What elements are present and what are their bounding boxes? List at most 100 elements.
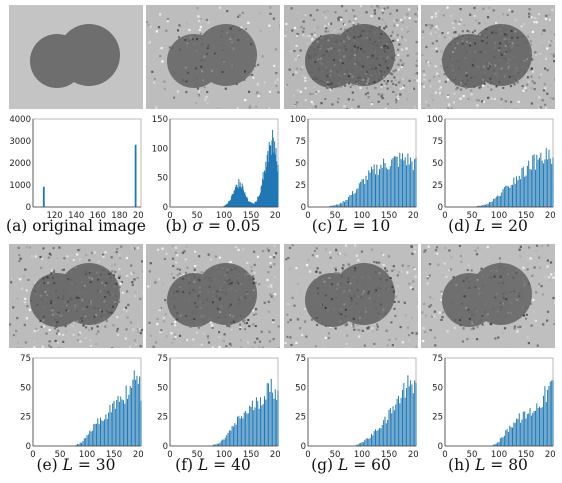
- histogram-bar: [528, 160, 530, 207]
- x-tick-label: 200: [133, 211, 143, 221]
- y-tick-label: 25: [157, 413, 168, 423]
- histogram-bar: [224, 437, 226, 446]
- histogram-bar: [114, 408, 116, 446]
- histogram-bar: [370, 433, 372, 446]
- histogram-bar: [129, 385, 131, 446]
- x-tick-label: 150: [106, 450, 122, 460]
- caption-d: (d) L = 20: [415, 217, 561, 235]
- histogram-bar: [267, 151, 269, 207]
- histogram-bar: [406, 388, 408, 446]
- y-tick-label: 100: [152, 144, 168, 154]
- noisy-image-e: [9, 244, 143, 348]
- panel-h: 0 50 100 150 200 0 25 50 75 (h) L = 80: [421, 244, 555, 480]
- histogram-bar: [102, 421, 104, 446]
- y-tick-label: 25: [20, 413, 31, 423]
- histogram-bar: [247, 198, 249, 207]
- histogram-bar: [388, 169, 390, 207]
- histogram-bar: [377, 174, 379, 207]
- histogram-bar: [258, 408, 260, 446]
- histogram-bar: [399, 403, 401, 446]
- histogram-bar: [356, 189, 358, 207]
- histogram-bar: [268, 142, 270, 207]
- panel-d: 0 50 100 150 200 0 25 50 75 100 (d) L = 20: [421, 5, 555, 241]
- histogram-bar: [105, 414, 107, 446]
- histogram-bar: [505, 185, 507, 207]
- histogram-bar: [234, 189, 236, 207]
- histogram-bar: [414, 159, 416, 207]
- histogram-bar: [392, 406, 394, 446]
- histogram-bar: [139, 376, 141, 446]
- histogram-bar: [509, 187, 511, 207]
- histogram-bar: [231, 425, 233, 446]
- histogram-bar: [265, 399, 267, 446]
- histogram-bar: [403, 382, 405, 446]
- histogram-bar: [486, 204, 488, 207]
- x-tick-label: 50: [467, 211, 478, 221]
- caption-text: = 80: [485, 456, 528, 474]
- histogram-bar: [487, 203, 489, 207]
- histogram-bar: [94, 423, 96, 446]
- histogram-bar: [543, 163, 545, 207]
- histogram-bar: [241, 188, 243, 207]
- histogram-bar: [358, 183, 360, 207]
- histogram-bar: [232, 426, 234, 446]
- x-tick-label: 150: [381, 211, 397, 221]
- y-tick-label: 50: [432, 383, 443, 393]
- plot-frame: [32, 118, 142, 208]
- histogram-bar: [343, 201, 345, 207]
- histogram-bar: [522, 411, 524, 446]
- y-tick-label: 75: [20, 354, 31, 364]
- histogram-bar: [395, 404, 397, 446]
- histogram-bar: [393, 410, 395, 446]
- y-tick-label: 75: [432, 354, 443, 364]
- histogram-bar: [266, 166, 268, 207]
- caption-g: (g) L = 60: [278, 456, 424, 474]
- histogram-bar: [227, 202, 229, 207]
- panel-e: 0 50 100 150 200 0 25 50 75 (e) L = 30: [9, 244, 143, 480]
- histogram-bar: [223, 205, 225, 207]
- panel-a: 12014016018020001000200030004000(a) orig…: [6, 5, 146, 241]
- histogram-bar: [238, 179, 240, 207]
- histogram-bar: [373, 431, 375, 446]
- histogram-bar: [253, 203, 255, 207]
- x-tick-label: 100: [216, 211, 232, 221]
- histogram-bar: [239, 182, 241, 207]
- histogram-d: 0 50 100 150 200 0 25 50 75 100: [427, 115, 555, 221]
- histogram-bar: [245, 410, 247, 446]
- histogram-bar: [407, 375, 409, 446]
- histogram-bar: [100, 417, 101, 446]
- histogram-bar: [404, 397, 406, 446]
- histogram-bar: [220, 440, 222, 446]
- histogram-bar: [95, 423, 97, 446]
- histogram-bar: [360, 442, 362, 446]
- histogram-bar: [225, 204, 227, 207]
- x-tick-label: 100: [79, 450, 95, 460]
- histogram-bar: [242, 418, 244, 446]
- caption-a: (a) original image: [3, 217, 149, 235]
- histogram-bar: [259, 397, 261, 446]
- histogram-bar: [532, 412, 534, 446]
- histogram-bar: [106, 418, 108, 446]
- histogram-bar: [251, 203, 253, 207]
- histogram-bar: [387, 420, 389, 446]
- histogram-bar: [545, 148, 547, 207]
- histogram-bar: [476, 206, 478, 207]
- histogram-bar: [255, 201, 257, 207]
- histogram-bar: [415, 383, 417, 446]
- histogram-bar: [497, 442, 499, 446]
- histogram-bar: [366, 438, 368, 446]
- histogram-bar: [345, 200, 347, 207]
- caption-text: original image: [32, 217, 146, 235]
- histogram-bar: [276, 171, 278, 207]
- histogram-bar: [277, 164, 279, 207]
- histogram-bar: [525, 175, 527, 207]
- histogram-bar: [521, 168, 523, 207]
- histogram-bar: [490, 201, 492, 207]
- histogram-bar: [277, 390, 279, 446]
- caption-c: (c) L = 10: [278, 217, 424, 235]
- histogram-bar: [489, 201, 491, 207]
- histogram-bar: [338, 204, 340, 207]
- caption-symbol: σ: [192, 217, 204, 235]
- histogram-bar: [412, 393, 414, 446]
- histogram-bar: [270, 154, 272, 207]
